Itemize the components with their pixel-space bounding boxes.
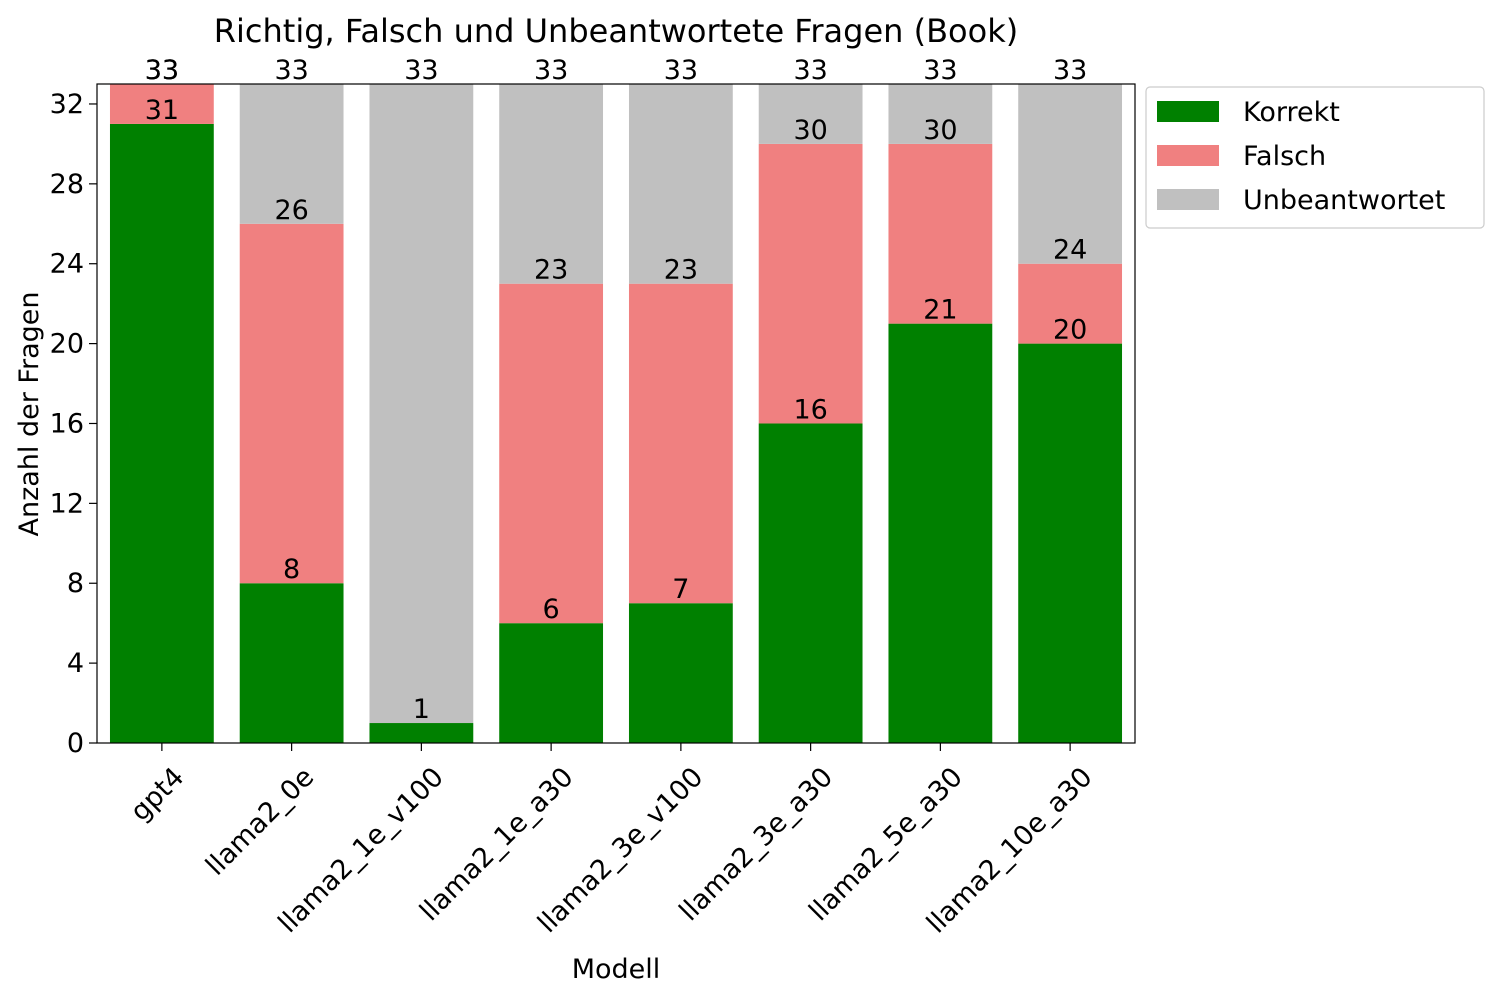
bar-falsch-llama2_1e_a30 <box>499 283 604 624</box>
legend-label-korrekt: Korrekt <box>1243 97 1340 128</box>
legend-label-unbeantwortet: Unbeantwortet <box>1243 185 1445 216</box>
data-label-korrekt-llama2_10e_a30: 20 <box>1053 315 1087 346</box>
bar-korrekt-llama2_5e_a30 <box>888 323 993 743</box>
bar-unbeantwortet-llama2_3e_a30 <box>758 84 863 144</box>
bar-unbeantwortet-llama2_3e_v100 <box>628 84 733 284</box>
bar-falsch-llama2_5e_a30 <box>888 143 993 324</box>
data-label-total-llama2_1e_v100: 33 <box>404 55 438 86</box>
y-tick-label-24: 24 <box>50 249 84 280</box>
bar-korrekt-llama2_3e_v100 <box>628 603 733 743</box>
data-label-falsch-llama2_5e_a30: 30 <box>923 115 957 146</box>
bar-unbeantwortet-llama2_0e <box>239 84 344 224</box>
data-label-korrekt-llama2_0e: 8 <box>283 554 300 585</box>
legend-swatch-korrekt <box>1157 101 1219 122</box>
bar-falsch-llama2_10e_a30 <box>1018 263 1123 344</box>
data-label-falsch-gpt4: 33 <box>145 55 179 86</box>
x-tick-label-gpt4: gpt4 <box>125 762 191 828</box>
bar-korrekt-llama2_1e_a30 <box>499 623 604 743</box>
bar-korrekt-llama2_10e_a30 <box>1018 343 1123 743</box>
bar-falsch-llama2_3e_v100 <box>628 283 733 604</box>
bar-unbeantwortet-llama2_10e_a30 <box>1018 84 1123 264</box>
data-label-total-llama2_5e_a30: 33 <box>923 55 957 86</box>
plot-frame <box>96 83 1136 744</box>
bar-korrekt-llama2_1e_v100 <box>369 723 474 743</box>
data-label-korrekt-llama2_1e_a30: 6 <box>543 594 560 625</box>
data-label-falsch-llama2_10e_a30: 24 <box>1053 235 1087 266</box>
y-tick-label-8: 8 <box>67 568 84 599</box>
data-label-total-llama2_3e_a30: 33 <box>793 55 827 86</box>
y-tick-label-32: 32 <box>50 89 84 120</box>
bar-korrekt-llama2_3e_a30 <box>758 423 863 743</box>
legend-swatch-unbeantwortet <box>1157 189 1219 210</box>
legend-swatch-falsch <box>1157 145 1219 166</box>
data-label-falsch-llama2_0e: 26 <box>274 195 308 226</box>
bar-unbeantwortet-llama2_1e_v100 <box>369 84 474 724</box>
x-tick-label-llama2_0e: llama2_0e <box>200 762 320 882</box>
bar-korrekt-llama2_0e <box>239 583 344 743</box>
y-axis-label: Anzahl der Fragen <box>14 291 45 536</box>
data-label-total-llama2_1e_a30: 33 <box>534 55 568 86</box>
bar-unbeantwortet-llama2_1e_a30 <box>499 84 604 284</box>
y-tick-label-4: 4 <box>67 648 84 679</box>
data-label-falsch-llama2_3e_a30: 30 <box>793 115 827 146</box>
bar-unbeantwortet-llama2_5e_a30 <box>888 84 993 144</box>
bar-falsch-llama2_3e_a30 <box>758 143 863 424</box>
data-label-falsch-llama2_3e_v100: 23 <box>664 255 698 286</box>
x-axis: gpt4 llama2_0ellama2_1e_v100llama2_1e_a30… <box>125 743 1099 939</box>
y-tick-label-16: 16 <box>50 408 84 439</box>
bar-korrekt-gpt4 <box>109 123 214 743</box>
bar-falsch-gpt4 <box>109 84 214 124</box>
data-label-korrekt-llama2_5e_a30: 21 <box>923 295 957 326</box>
y-tick-label-0: 0 <box>67 728 84 759</box>
data-label-korrekt-gpt4: 31 <box>145 95 179 126</box>
legend-frame <box>1145 86 1485 229</box>
data-label-total-llama2_10e_a30: 33 <box>1053 55 1087 86</box>
y-tick-label-20: 20 <box>50 329 84 360</box>
y-axis: 0 4 8 12 16 20 24 28 32 <box>50 89 97 759</box>
bars-group <box>109 84 1123 743</box>
chart-title: Richtig, Falsch und Unbeantwortete Frage… <box>214 12 1018 50</box>
data-label-korrekt-llama2_3e_a30: 16 <box>793 394 827 425</box>
data-labels-group: 31 33 33 8 26 33 1 33 6 23 33 7 23 33 16 30 33 21 30 33 20 24… <box>145 55 1088 725</box>
legend: Korrekt Falsch Unbeantwortet <box>1145 86 1485 229</box>
bar-falsch-llama2_0e <box>239 223 344 584</box>
data-label-korrekt-llama2_1e_v100: 1 <box>413 694 430 725</box>
data-label-total-llama2_0e: 33 <box>274 55 308 86</box>
y-tick-label-12: 12 <box>50 488 84 519</box>
data-label-total-llama2_3e_v100: 33 <box>664 55 698 86</box>
data-label-total-gpt4: 33 <box>145 55 179 86</box>
y-tick-label-28: 28 <box>50 169 84 200</box>
data-label-falsch-llama2_1e_a30: 23 <box>534 255 568 286</box>
x-axis-label: Modell <box>572 954 661 985</box>
legend-label-falsch: Falsch <box>1243 141 1326 172</box>
data-label-korrekt-llama2_3e_v100: 7 <box>672 574 689 605</box>
